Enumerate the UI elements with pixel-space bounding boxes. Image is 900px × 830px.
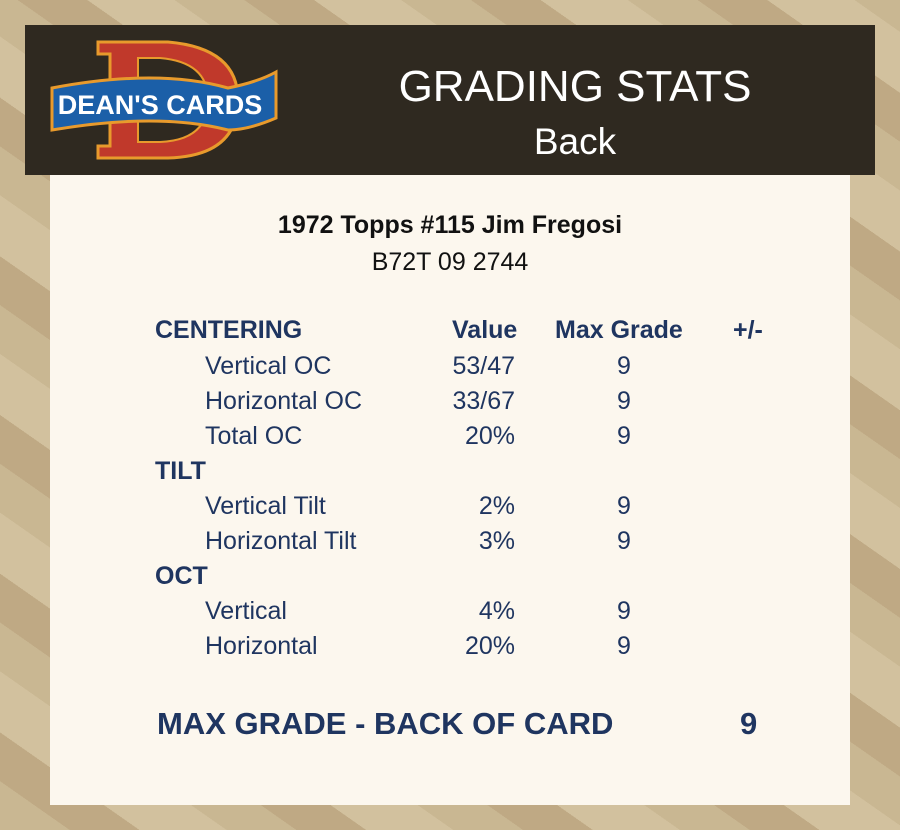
column-header-value: Value: [452, 316, 518, 344]
row-value: 20%: [464, 422, 515, 450]
row-label: Horizontal Tilt: [205, 527, 357, 555]
row-value: 53/47: [452, 352, 515, 380]
row-max-grade: 9: [617, 597, 631, 625]
section-heading-centering: CENTERING: [155, 316, 303, 344]
row-value: 3%: [478, 527, 515, 555]
row-label: Horizontal OC: [205, 387, 362, 415]
stats-panel: [50, 175, 850, 805]
cert-number: B72T 09 2744: [371, 248, 529, 276]
row-label: Total OC: [205, 422, 303, 450]
row-max-grade: 9: [617, 352, 631, 380]
card-name: 1972 Topps #115 Jim Fregosi: [277, 211, 623, 239]
summary-label: MAX GRADE - BACK OF CARD: [157, 706, 614, 741]
column-header-plus-minus: +/-: [733, 316, 763, 344]
svg-text:DEAN'S CARDS: DEAN'S CARDS: [58, 90, 262, 120]
row-value: 2%: [478, 492, 515, 520]
row-max-grade: 9: [617, 422, 631, 450]
row-label: Vertical: [205, 597, 287, 625]
deans-cards-logo: DEAN'S CARDS: [50, 40, 278, 160]
column-header-max-grade: Max Grade: [555, 316, 683, 344]
page-title: GRADING STATS: [398, 62, 752, 111]
row-max-grade: 9: [617, 492, 631, 520]
row-value: 20%: [464, 632, 515, 660]
row-max-grade: 9: [617, 527, 631, 555]
row-label: Vertical Tilt: [205, 492, 326, 520]
section-heading-tilt: TILT: [155, 457, 206, 485]
summary-value: 9: [740, 706, 758, 741]
row-max-grade: 9: [617, 632, 631, 660]
row-label: Horizontal: [205, 632, 318, 660]
row-max-grade: 9: [617, 387, 631, 415]
section-heading-oct: OCT: [155, 562, 208, 590]
page-subtitle: Back: [533, 121, 617, 162]
row-value: 4%: [478, 597, 515, 625]
row-label: Vertical OC: [205, 352, 332, 380]
row-value: 33/67: [452, 387, 515, 415]
